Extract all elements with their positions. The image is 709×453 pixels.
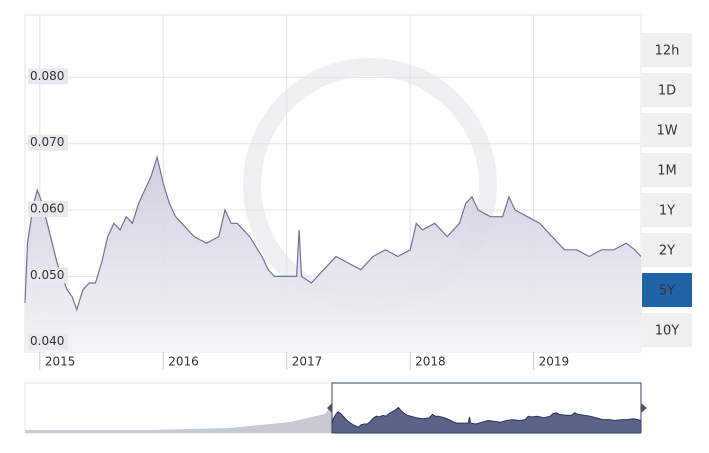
navigator-area: [331, 406, 642, 434]
navigator-handle[interactable]: [641, 403, 647, 413]
x-tick-label: 2017: [292, 355, 323, 369]
y-tick-label: 0.070: [30, 135, 64, 149]
range-buttons: 12h 1D 1W 1M 1Y 2Y 5Y 10Y: [642, 33, 692, 347]
button-label[interactable]: 12h: [655, 44, 680, 59]
button-bg[interactable]: [642, 73, 692, 107]
area: [25, 157, 641, 352]
y-tick-label: 0.050: [30, 268, 64, 282]
x-tick-label: 2015: [45, 355, 76, 369]
x-tick-label: 2018: [415, 355, 446, 369]
button-label[interactable]: 1D: [658, 84, 676, 99]
navigator-series: [327, 382, 647, 434]
button-bg[interactable]: [642, 273, 692, 307]
navigator-handle[interactable]: [327, 403, 332, 413]
range-button[interactable]: 10Y: [642, 313, 692, 347]
y-label-bg: [28, 134, 68, 151]
range-button[interactable]: 1M: [642, 153, 692, 187]
x-tick-label: 2016: [168, 355, 199, 369]
navigator-history: [25, 405, 332, 433]
button-bg[interactable]: [642, 153, 692, 187]
button-label[interactable]: 10Y: [655, 324, 680, 339]
range-button[interactable]: 2Y: [642, 233, 692, 267]
y-tick-label: 0.080: [30, 69, 64, 83]
range-button[interactable]: 12h: [642, 33, 692, 67]
button-bg[interactable]: [642, 193, 692, 227]
button-label[interactable]: 1W: [656, 124, 677, 139]
axes: 0.040 0.050 0.060 0.070 0.080 2015 2016 2017 201…: [28, 68, 569, 370]
y-label-bg: [28, 68, 68, 85]
button-label[interactable]: 5Y: [659, 284, 675, 299]
range-button[interactable]: 1D: [642, 73, 692, 107]
y-tick-label: 0.040: [30, 334, 64, 348]
button-bg[interactable]: [642, 113, 692, 147]
button-bg[interactable]: [642, 313, 692, 347]
button-label[interactable]: 1M: [657, 164, 677, 179]
y-label-bg: [28, 333, 68, 350]
x-tick-label: 2019: [539, 355, 570, 369]
main-series: [24, 154, 642, 352]
range-button[interactable]: 5Y: [642, 273, 692, 307]
y-label-bg: [28, 201, 68, 218]
y-label-bg: [28, 267, 68, 284]
button-label[interactable]: 1Y: [659, 204, 675, 219]
line: [24, 154, 642, 312]
range-button[interactable]: 1Y: [642, 193, 692, 227]
range-button[interactable]: 1W: [642, 113, 692, 147]
button-bg[interactable]: [642, 233, 692, 267]
button-bg[interactable]: [642, 33, 692, 67]
y-tick-label: 0.060: [30, 202, 64, 216]
button-label[interactable]: 2Y: [659, 244, 675, 259]
